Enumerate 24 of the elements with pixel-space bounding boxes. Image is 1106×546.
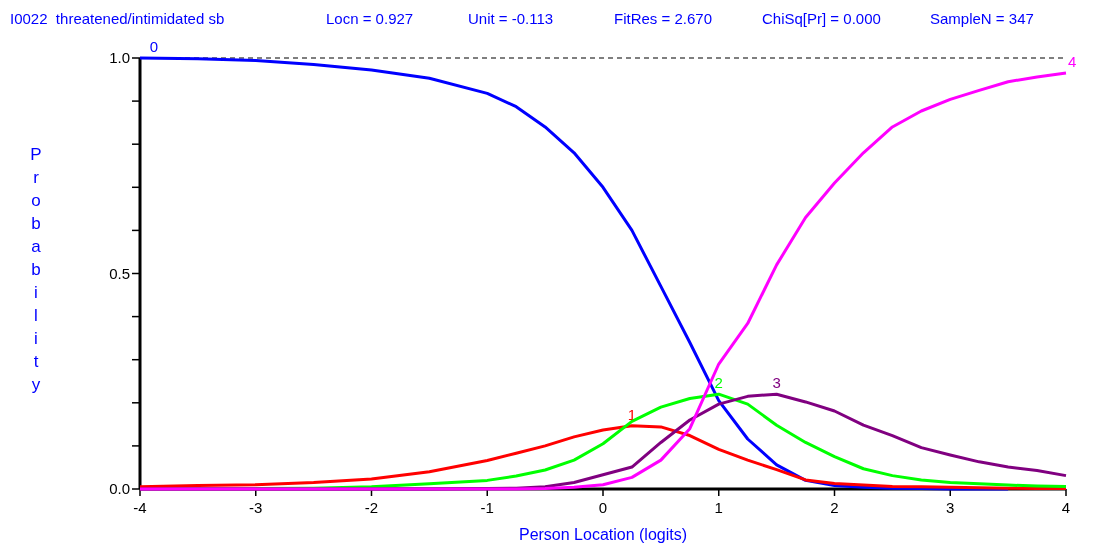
y-tick-label: 1.0 xyxy=(109,49,130,67)
series-label: 4 xyxy=(1068,53,1077,71)
series-label: 0 xyxy=(149,38,159,55)
x-axis-title: Person Location (logits) xyxy=(518,526,688,543)
text: Unit = -0.113 xyxy=(468,10,554,27)
x-tick-label: 4 xyxy=(1061,499,1071,516)
text: SampleN = 347 xyxy=(930,10,1034,27)
text: Locn = 0.927 xyxy=(326,10,414,27)
text: ChiSq[Pr] = 0.000 xyxy=(762,10,881,27)
series-label: 3 xyxy=(772,374,781,392)
x-tick-label: -2 xyxy=(364,499,379,516)
x-tick-label: 3 xyxy=(946,499,955,516)
x-tick-label: 1 xyxy=(714,499,723,516)
y-tick-label: 0.0 xyxy=(109,480,130,498)
x-tick-label: 0 xyxy=(598,499,608,516)
text: Probability xyxy=(30,145,42,394)
x-tick-label: -1 xyxy=(480,499,494,516)
series-label: 2 xyxy=(714,374,723,392)
text: FitRes = 2.670 xyxy=(614,10,712,27)
x-tick-label: -3 xyxy=(249,499,263,516)
chart-title: I0022 threatened/intimidated sb xyxy=(10,10,225,27)
x-tick-label: 2 xyxy=(830,499,839,516)
x-tick-label: -4 xyxy=(133,499,147,516)
y-tick-label: 0.5 xyxy=(109,264,130,282)
